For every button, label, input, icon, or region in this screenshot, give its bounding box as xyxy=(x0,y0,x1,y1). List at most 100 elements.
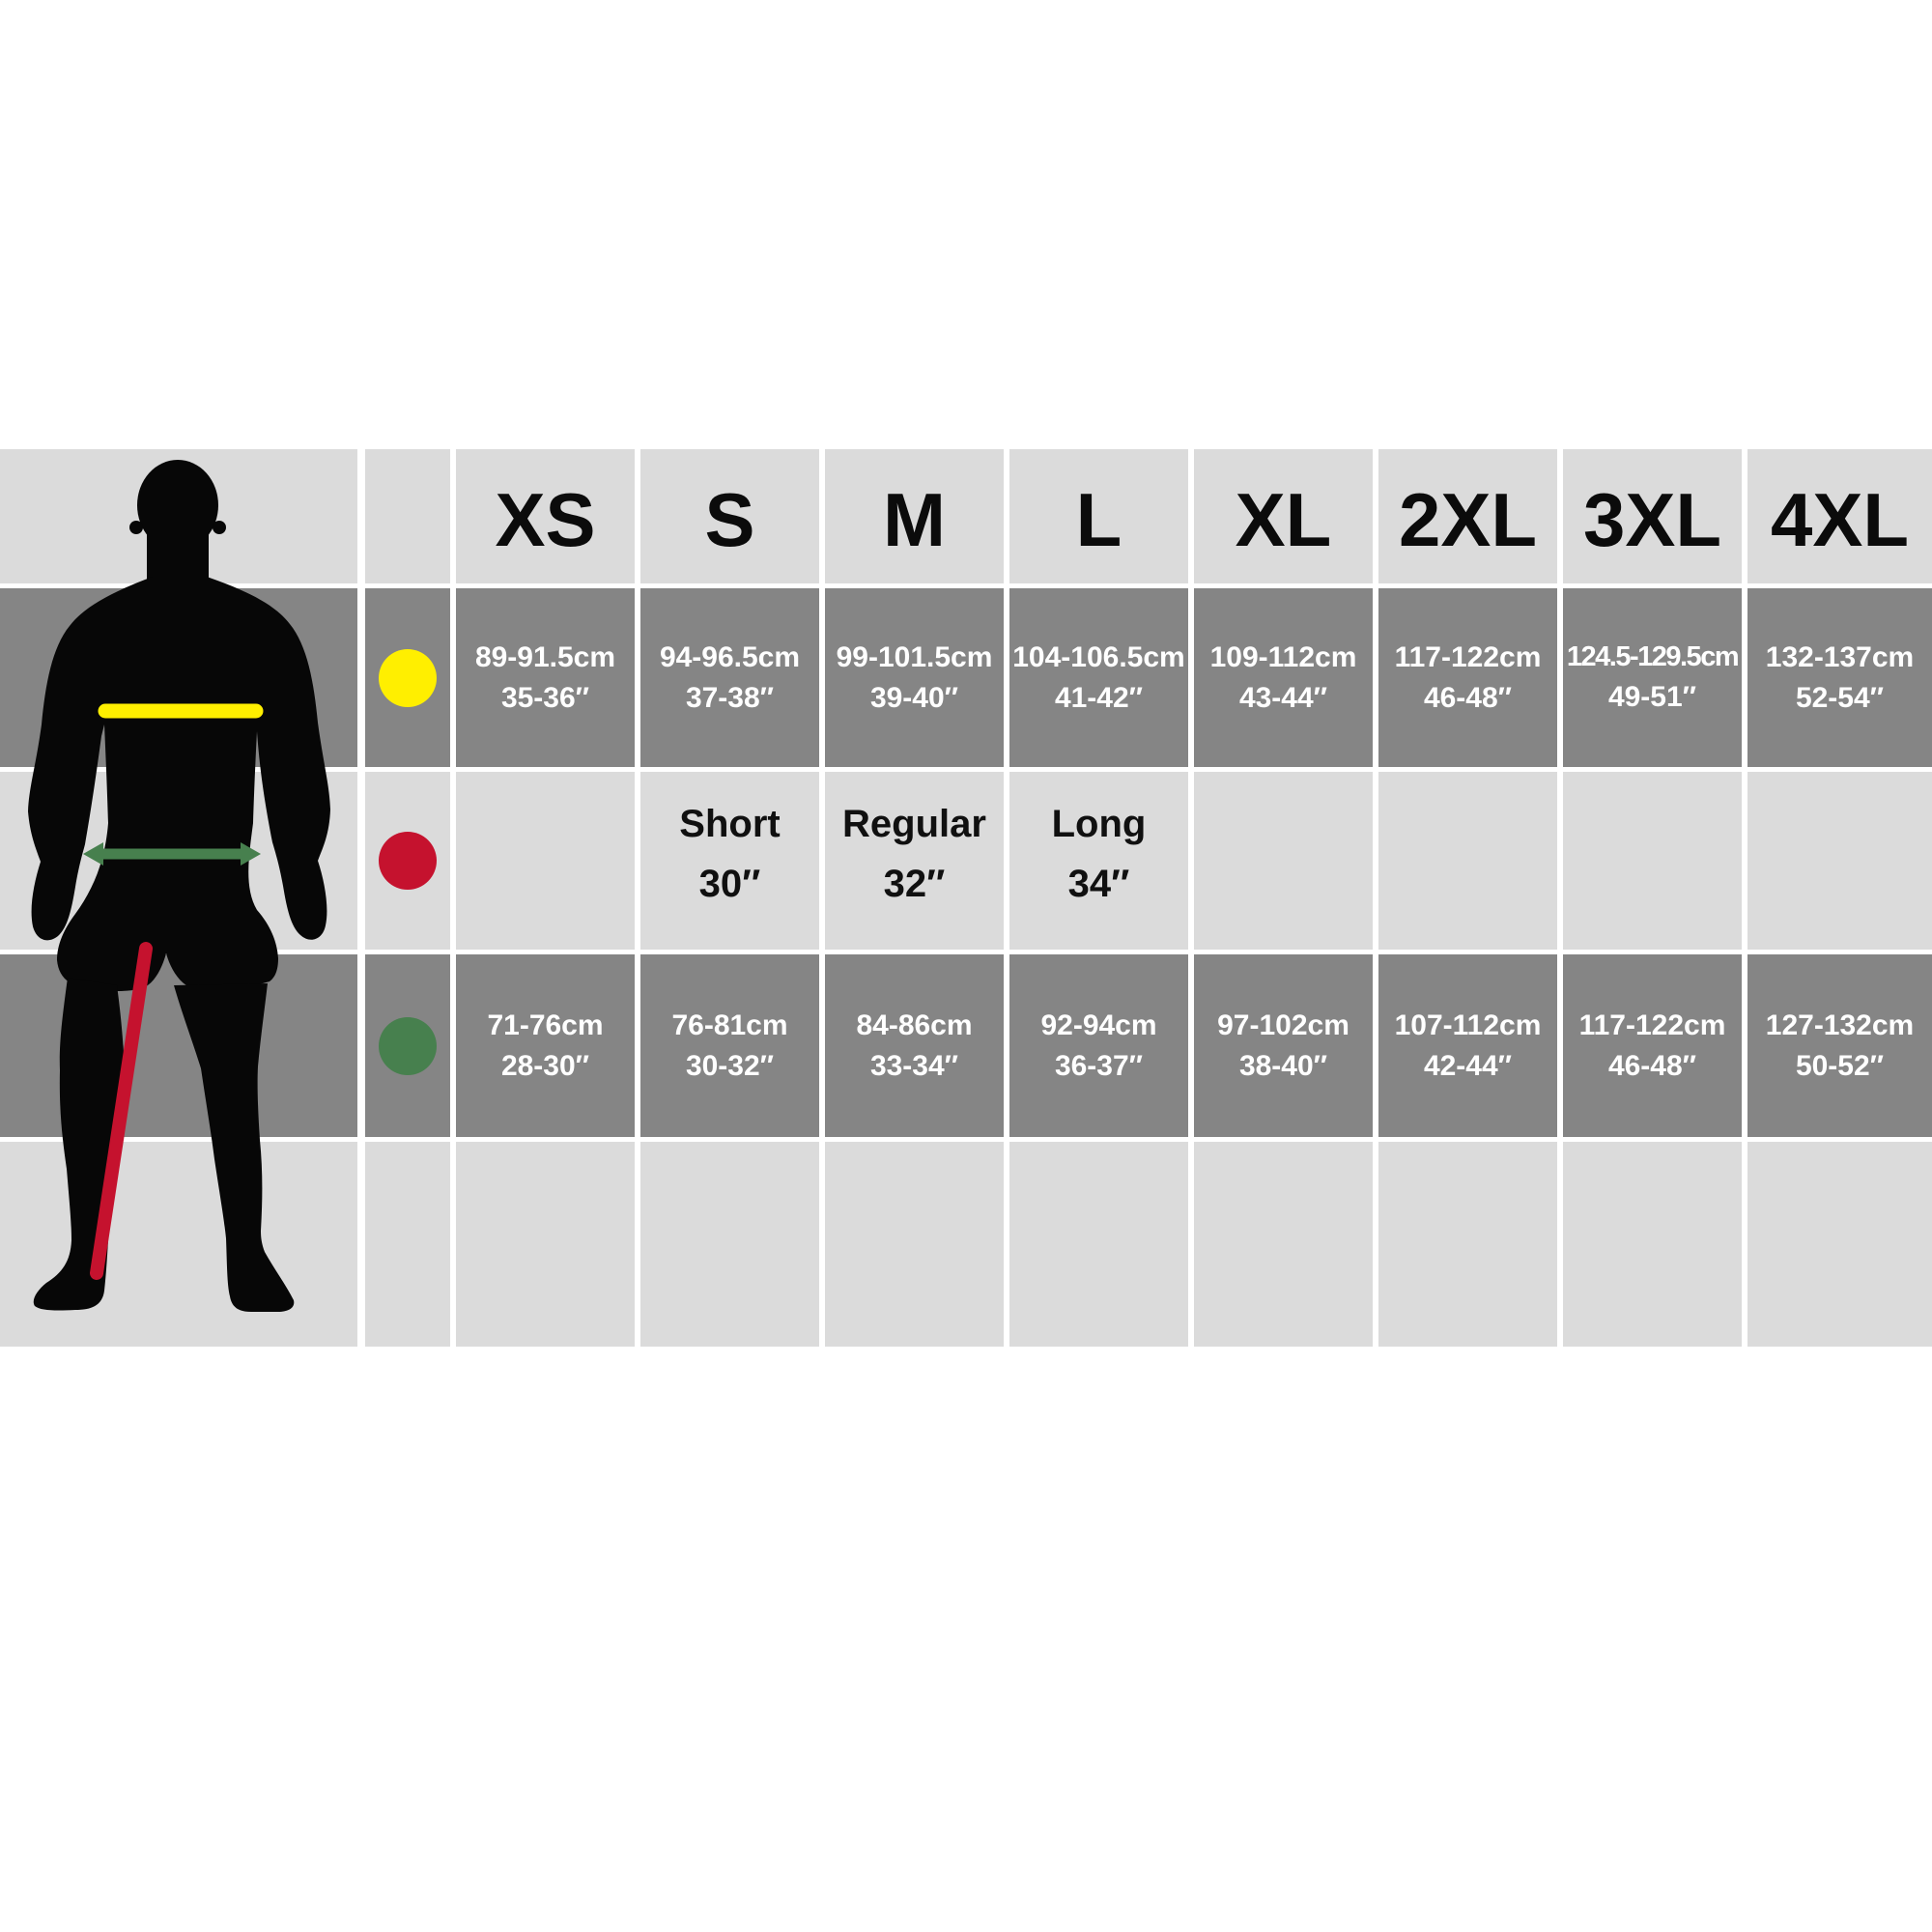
size-cell-line: 84-86cm xyxy=(856,1009,973,1041)
column-header-l: L xyxy=(1009,449,1188,583)
waist-marker-dot xyxy=(379,1016,437,1075)
size-cell-line: 99-101.5cm xyxy=(836,640,993,673)
size-cell-line: 107-112cm xyxy=(1394,1009,1542,1041)
size-cell-line: 97-102cm xyxy=(1217,1009,1350,1041)
column-header-s: S xyxy=(640,449,819,583)
figure-backdrop-band xyxy=(0,449,357,583)
size-cell-line: 32″ xyxy=(883,863,946,905)
leg-length-marker-dot xyxy=(379,832,437,890)
size-cell-bottom-spacer-2xl xyxy=(1378,1142,1557,1347)
size-cell-line: 33-34″ xyxy=(869,1049,959,1082)
size-cell-leg-length-4xl xyxy=(1747,772,1932,950)
size-cell-chest-xl: 109-112cm 43-44″ xyxy=(1194,588,1373,767)
size-cell-text: 71-76cm 28-30″ xyxy=(487,1006,603,1087)
size-cell-chest-3xl: 124.5-129.5cm 49-51″ xyxy=(1563,588,1742,767)
size-cell-waist-4xl: 127-132cm 50-52″ xyxy=(1747,954,1932,1137)
size-cell-text: 117-122cm 46-48″ xyxy=(1579,1006,1726,1087)
dot-column-header-cell xyxy=(365,449,450,583)
size-cell-line: 38-40″ xyxy=(1238,1049,1328,1082)
size-cell-chest-4xl: 132-137cm 52-54″ xyxy=(1747,588,1932,767)
size-cell-line: 94-96.5cm xyxy=(659,640,801,673)
size-cell-line: 35-36″ xyxy=(500,681,590,714)
size-cell-text: Long 34″ xyxy=(1052,794,1147,927)
dot-column-cell xyxy=(365,588,450,767)
size-cell-waist-xs: 71-76cm 28-30″ xyxy=(456,954,635,1137)
column-header-label: 4XL xyxy=(1770,476,1910,562)
size-cell-line: 117-122cm xyxy=(1578,1009,1726,1041)
size-cell-leg-length-xs xyxy=(456,772,635,950)
size-cell-text: 107-112cm 42-44″ xyxy=(1395,1006,1542,1087)
size-cell-line: Regular xyxy=(842,803,986,845)
size-cell-text: 117-122cm 46-48″ xyxy=(1395,638,1542,719)
size-cell-text: 127-132cm 50-52″ xyxy=(1766,1006,1914,1087)
size-cell-text: 97-102cm 38-40″ xyxy=(1217,1006,1350,1087)
size-cell-bottom-spacer-s xyxy=(640,1142,819,1347)
size-cell-chest-2xl: 117-122cm 46-48″ xyxy=(1378,588,1557,767)
size-cell-text: 89-91.5cm 35-36″ xyxy=(475,638,615,719)
size-cell-text: 124.5-129.5cm 49-51″ xyxy=(1567,638,1740,718)
size-cell-chest-s: 94-96.5cm 37-38″ xyxy=(640,588,819,767)
size-cell-line: 42-44″ xyxy=(1423,1049,1513,1082)
size-cell-leg-length-2xl xyxy=(1378,772,1557,950)
size-cell-chest-xs: 89-91.5cm 35-36″ xyxy=(456,588,635,767)
size-cell-waist-l: 92-94cm 36-37″ xyxy=(1009,954,1188,1137)
size-cell-text: Regular 32″ xyxy=(842,794,986,927)
size-cell-waist-m: 84-86cm 33-34″ xyxy=(825,954,1004,1137)
size-cell-line: 127-132cm xyxy=(1765,1009,1915,1041)
size-cell-text: 132-137cm 52-54″ xyxy=(1766,638,1914,719)
size-cell-line: 41-42″ xyxy=(1054,681,1144,714)
size-cell-line: 43-44″ xyxy=(1238,681,1328,714)
size-cell-leg-length-3xl xyxy=(1563,772,1742,950)
size-cell-text: 84-86cm 33-34″ xyxy=(856,1006,972,1087)
size-cell-line: 104-106.5cm xyxy=(1012,640,1185,673)
figure-backdrop-band xyxy=(0,588,357,767)
size-cell-leg-length-s: Short 30″ xyxy=(640,772,819,950)
column-header-label: 2XL xyxy=(1398,476,1538,562)
size-cell-bottom-spacer-m xyxy=(825,1142,1004,1347)
size-cell-text: 94-96.5cm 37-38″ xyxy=(660,638,800,719)
size-cell-text: 99-101.5cm 39-40″ xyxy=(837,638,993,719)
figure-backdrop-band xyxy=(0,954,357,1137)
column-header-3xl: 3XL xyxy=(1563,449,1742,583)
size-cell-line: 52-54″ xyxy=(1795,681,1885,714)
column-header-2xl: 2XL xyxy=(1378,449,1557,583)
size-cell-waist-2xl: 107-112cm 42-44″ xyxy=(1378,954,1557,1137)
size-cell-line: 46-48″ xyxy=(1423,681,1513,714)
size-cell-leg-length-xl xyxy=(1194,772,1373,950)
size-cell-text: 104-106.5cm 41-42″ xyxy=(1012,638,1184,719)
size-cell-line: 132-137cm xyxy=(1765,640,1915,673)
size-cell-waist-3xl: 117-122cm 46-48″ xyxy=(1563,954,1742,1137)
size-cell-text: 109-112cm 43-44″ xyxy=(1210,638,1357,719)
size-cell-waist-xl: 97-102cm 38-40″ xyxy=(1194,954,1373,1137)
size-cell-line: Short xyxy=(679,803,781,845)
size-cell-line: 46-48″ xyxy=(1607,1049,1697,1082)
dot-column-cell xyxy=(365,772,450,950)
size-cell-line: 92-94cm xyxy=(1040,1009,1157,1041)
size-cell-bottom-spacer-xl xyxy=(1194,1142,1373,1347)
size-cell-line: 109-112cm xyxy=(1209,640,1357,673)
column-header-label: XS xyxy=(495,476,596,562)
size-cell-chest-l: 104-106.5cm 41-42″ xyxy=(1009,588,1188,767)
column-header-label: XL xyxy=(1235,476,1332,562)
size-cell-line: 71-76cm xyxy=(487,1009,604,1041)
size-cell-line: 34″ xyxy=(1067,863,1130,905)
column-header-label: M xyxy=(883,476,946,562)
size-cell-line: 76-81cm xyxy=(671,1009,788,1041)
size-cell-line: 30″ xyxy=(698,863,761,905)
figure-backdrop-band xyxy=(0,1142,357,1347)
size-cell-leg-length-l: Long 34″ xyxy=(1009,772,1188,950)
size-cell-text: Short 30″ xyxy=(679,794,780,927)
column-header-xs: XS xyxy=(456,449,635,583)
size-cell-text: 76-81cm 30-32″ xyxy=(671,1006,787,1087)
size-cell-waist-s: 76-81cm 30-32″ xyxy=(640,954,819,1137)
dot-column-cell xyxy=(365,954,450,1137)
column-header-label: S xyxy=(704,476,755,562)
size-cell-bottom-spacer-xs xyxy=(456,1142,635,1347)
size-cell-line: 37-38″ xyxy=(685,681,775,714)
column-header-4xl: 4XL xyxy=(1747,449,1932,583)
size-cell-line: 49-51″ xyxy=(1607,680,1697,713)
column-header-label: 3XL xyxy=(1582,476,1722,562)
size-cell-bottom-spacer-3xl xyxy=(1563,1142,1742,1347)
column-header-xl: XL xyxy=(1194,449,1373,583)
